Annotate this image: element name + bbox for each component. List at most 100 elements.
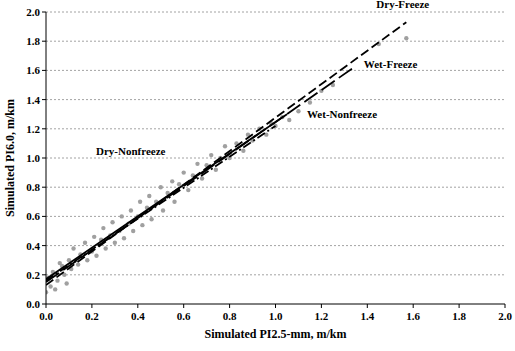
tick	[137, 304, 138, 308]
tick-label: 1.0	[26, 152, 40, 164]
point	[159, 185, 163, 189]
tick-label: 0.8	[26, 181, 40, 193]
point	[296, 109, 300, 113]
point	[404, 36, 408, 40]
point	[71, 246, 75, 250]
point	[113, 240, 117, 244]
line-label: Wet-Nonfreeze	[307, 108, 377, 120]
tick-label: 1.4	[360, 310, 374, 322]
tick	[183, 304, 184, 308]
tick	[42, 158, 46, 159]
tick	[42, 41, 46, 42]
tick	[42, 70, 46, 71]
grid-line	[46, 187, 505, 188]
point	[200, 176, 204, 180]
point	[138, 200, 142, 204]
point	[223, 144, 227, 148]
point	[76, 262, 80, 266]
line-label: Dry-Nonfreeze	[96, 145, 166, 157]
point	[147, 194, 151, 198]
fit-line	[46, 126, 276, 281]
x-axis	[46, 304, 505, 305]
tick	[91, 304, 92, 308]
point	[101, 226, 105, 230]
tick	[367, 304, 368, 308]
tick	[46, 304, 47, 308]
point	[110, 220, 114, 224]
grid-line	[46, 245, 505, 246]
tick	[42, 274, 46, 275]
tick-label: 1.0	[269, 310, 283, 322]
grid-line	[46, 216, 505, 217]
tick-label: 0.4	[131, 310, 145, 322]
grid-line	[46, 274, 505, 275]
grid-line	[46, 12, 505, 13]
point	[214, 167, 218, 171]
tick	[42, 99, 46, 100]
point	[195, 162, 199, 166]
fit-line	[46, 66, 356, 282]
fit-line	[46, 114, 287, 279]
point	[64, 281, 68, 285]
tick	[321, 304, 322, 308]
tick	[275, 304, 276, 308]
point	[170, 179, 174, 183]
tick-label: 1.2	[26, 123, 40, 135]
point	[182, 170, 186, 174]
grid-line	[46, 70, 505, 71]
tick-label: 1.2	[315, 310, 329, 322]
tick	[505, 304, 506, 308]
point	[149, 217, 153, 221]
tick-label: 1.6	[26, 64, 40, 76]
tick-label: 1.8	[26, 35, 40, 47]
grid-line	[46, 128, 505, 129]
point	[209, 153, 213, 157]
point	[172, 200, 176, 204]
point	[53, 287, 57, 291]
point	[129, 208, 133, 212]
point	[241, 149, 245, 153]
tick-label: 1.8	[452, 310, 466, 322]
point	[177, 182, 181, 186]
tick-label: 0.2	[85, 310, 99, 322]
point	[131, 229, 135, 233]
point	[308, 100, 312, 104]
point	[83, 240, 87, 244]
tick-label: 0.0	[26, 298, 40, 310]
point	[120, 214, 124, 218]
tick	[42, 216, 46, 217]
point	[122, 236, 126, 240]
fit-line	[46, 22, 406, 285]
tick-label: 1.4	[26, 94, 40, 106]
grid-line	[46, 41, 505, 42]
tick	[413, 304, 414, 308]
line-label: Dry-Freeze	[376, 0, 429, 10]
tick	[42, 245, 46, 246]
background	[0, 0, 515, 351]
line-label: Wet-Freeze	[364, 58, 418, 70]
x-axis-title: Simulated PI2.5-mm, m/km	[205, 327, 347, 341]
tick-label: 0.6	[26, 210, 40, 222]
tick	[229, 304, 230, 308]
y-axis	[46, 12, 47, 304]
tick-label: 0.8	[223, 310, 237, 322]
point	[48, 284, 52, 288]
point	[103, 246, 107, 250]
tick	[459, 304, 460, 308]
point	[140, 223, 144, 227]
grid-line	[46, 158, 505, 159]
grid-line	[46, 99, 505, 100]
point	[85, 258, 89, 262]
chart: 0.00.20.40.60.81.01.21.41.61.82.00.00.20…	[0, 0, 515, 351]
tick-label: 2.0	[26, 6, 40, 18]
tick	[42, 187, 46, 188]
tick-label: 2.0	[498, 310, 512, 322]
point	[186, 188, 190, 192]
point	[55, 278, 59, 282]
tick-label: 1.6	[406, 310, 420, 322]
tick-label: 0.4	[26, 240, 40, 252]
point	[287, 118, 291, 122]
tick	[42, 12, 46, 13]
tick	[42, 304, 46, 305]
tick-label: 0.0	[39, 310, 53, 322]
